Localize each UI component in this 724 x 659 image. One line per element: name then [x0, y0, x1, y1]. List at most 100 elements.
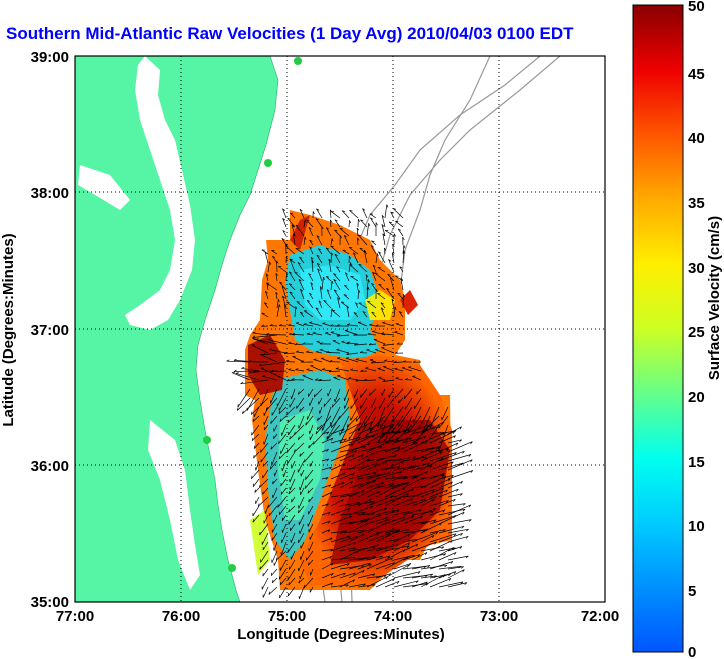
velocity-arrow: [292, 334, 305, 336]
arrow-head: [336, 324, 340, 327]
arrow-head: [356, 550, 359, 554]
arrow-head: [367, 286, 370, 290]
velocity-arrow: [393, 361, 404, 363]
velocity-arrow: [429, 515, 457, 525]
velocity-arrow: [429, 448, 449, 453]
velocity-arrow: [357, 584, 376, 588]
velocity-arrow: [330, 492, 359, 498]
velocity-arrow: [438, 450, 465, 462]
arrow-head: [269, 323, 273, 326]
velocity-arrow: [384, 538, 400, 543]
arrow-head: [326, 436, 329, 440]
arrow-head: [366, 348, 370, 351]
arrow-head: [424, 581, 428, 585]
velocity-arrow: [394, 368, 404, 372]
velocity-arrow: [447, 546, 463, 552]
velocity-arrow: [321, 466, 332, 471]
arrow-head: [346, 305, 350, 309]
chesapeake-bay: [125, 56, 195, 330]
velocity-arrow: [298, 505, 305, 514]
velocity-arrow: [262, 469, 269, 479]
arrow-head: [309, 239, 313, 242]
velocity-arrow: [438, 581, 464, 588]
velocity-arrow: [402, 509, 422, 516]
arrow-head: [291, 377, 295, 381]
velocity-arrow: [393, 528, 410, 534]
arrow-head: [321, 226, 324, 230]
velocity-arrow: [397, 228, 404, 237]
arrow-head: [411, 515, 415, 519]
velocity-arrow: [298, 496, 305, 509]
velocity-arrow: [348, 562, 371, 570]
arrow-head: [395, 377, 399, 379]
velocity-arrow: [321, 458, 330, 462]
arrow-head: [382, 233, 385, 237]
velocity-arrow: [411, 446, 439, 453]
velocity-arrow: [287, 217, 296, 228]
arrow-head: [359, 350, 363, 353]
velocity-arrow: [298, 577, 305, 584]
velocity-arrow: [309, 433, 314, 441]
velocity-arrow: [366, 440, 389, 453]
velocity-arrow: [327, 388, 332, 397]
velocity-arrow: [447, 459, 473, 471]
velocity-arrow: [422, 415, 440, 433]
velocity-arrow: [295, 369, 305, 372]
arrow-head: [422, 429, 424, 433]
velocity-arrow: [360, 388, 368, 398]
velocity-arrow: [261, 532, 269, 545]
velocity-arrow: [329, 209, 332, 219]
velocity-arrow: [279, 559, 287, 571]
arrow-head: [330, 549, 333, 552]
arrow-head: [385, 460, 388, 464]
arrow-head: [349, 368, 354, 371]
arrow-head: [300, 360, 304, 363]
velocity-arrow: [332, 340, 341, 345]
arrow-head: [425, 471, 429, 474]
arrow-head: [367, 562, 371, 566]
velocity-arrow: [288, 342, 296, 345]
velocity-arrow: [237, 388, 251, 408]
arrow-head: [389, 276, 393, 280]
velocity-arrow: [411, 581, 428, 588]
arrow-head: [362, 311, 366, 314]
arrow-head: [252, 519, 254, 523]
velocity-arrow: [344, 284, 350, 291]
arrow-head: [352, 472, 355, 476]
velocity-arrow: [366, 532, 391, 543]
velocity-arrow: [331, 406, 350, 429]
arrow-head: [368, 342, 372, 346]
arrow-head: [298, 436, 300, 440]
arrow-head: [461, 526, 465, 529]
arrow-head: [430, 510, 434, 514]
arrow-head: [377, 367, 381, 369]
arrow-head: [326, 448, 329, 452]
arrow-head: [254, 489, 256, 493]
velocity-arrow: [366, 522, 387, 534]
arrow-head: [460, 481, 463, 484]
arrow-head: [390, 211, 394, 214]
velocity-arrow: [362, 311, 368, 318]
arrow-head: [258, 484, 261, 488]
velocity-arrow: [280, 478, 287, 487]
arrow-head: [352, 454, 355, 458]
velocity-arrow: [344, 272, 350, 282]
arrow-head: [450, 561, 454, 564]
velocity-arrow: [330, 211, 341, 219]
velocity-arrow: [429, 547, 454, 561]
velocity-arrow: [308, 227, 314, 237]
velocity-arrow: [357, 528, 374, 534]
arrow-head: [380, 307, 384, 310]
arrow-head: [452, 431, 455, 435]
velocity-arrow: [438, 508, 466, 516]
arrow-head: [438, 425, 440, 429]
arrow-head: [288, 491, 291, 495]
arrow-head: [406, 545, 410, 549]
velocity-arrow: [348, 583, 366, 588]
velocity-arrow: [366, 557, 393, 570]
velocity-arrow: [321, 437, 334, 444]
arrow-head: [308, 445, 310, 449]
arrow-head: [325, 477, 329, 480]
velocity-arrow: [356, 282, 359, 291]
velocity-arrow: [389, 277, 395, 291]
